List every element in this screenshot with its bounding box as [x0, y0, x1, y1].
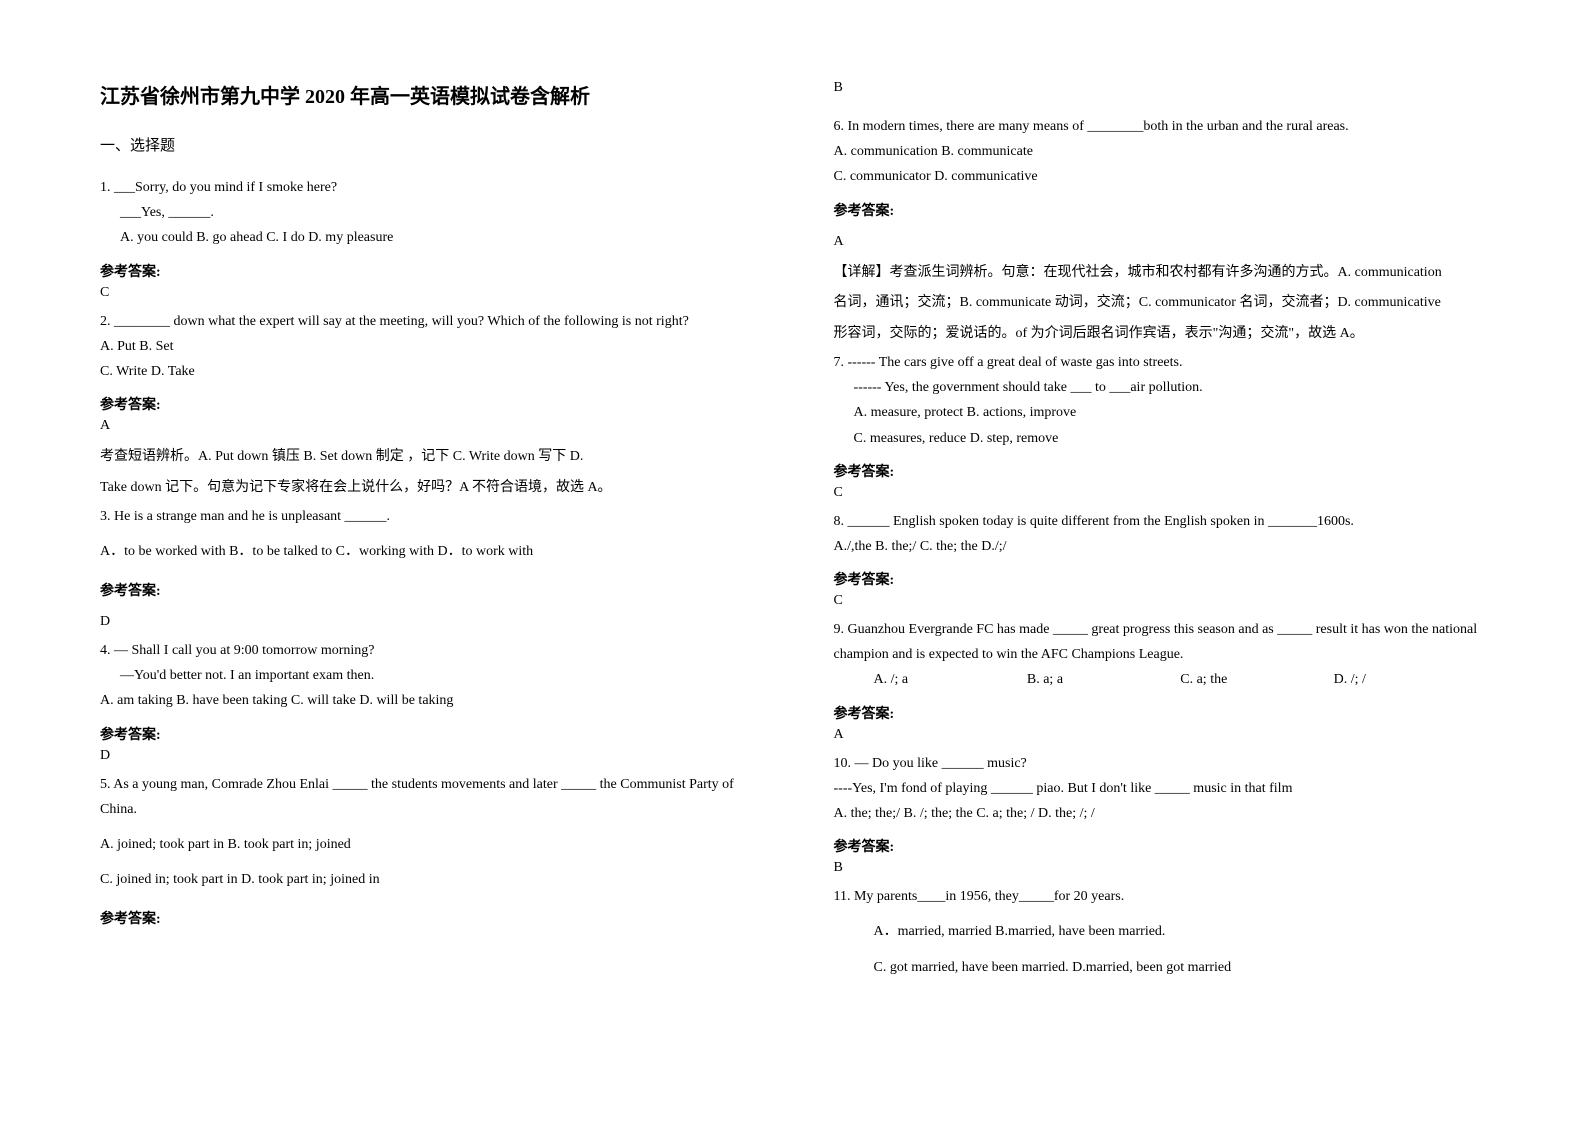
q5-text: 5. As a young man, Comrade Zhou Enlai __… [100, 772, 754, 822]
answer-label: 参考答案: [834, 200, 1488, 220]
q7-text: 7. ------ The cars give off a great deal… [834, 350, 1488, 375]
q9-answer: A [834, 727, 1488, 743]
q2-explanation2: Take down 记下。句意为记下专家将在会上说什么，好吗？A 不符合语境，故… [100, 473, 754, 504]
q10-line2: ----Yes, I'm fond of playing ______ piao… [834, 776, 1488, 801]
q3-answer: D [100, 614, 754, 630]
q1-line2: ___Yes, ______. [100, 200, 754, 225]
question-5: 5. As a young man, Comrade Zhou Enlai __… [100, 772, 754, 893]
q4-text: 4. — Shall I call you at 9:00 tomorrow m… [100, 638, 754, 663]
question-4: 4. — Shall I call you at 9:00 tomorrow m… [100, 638, 754, 714]
q2-options1: A. Put B. Set [100, 334, 754, 359]
q3-options: A．to be worked with B．to be talked to C．… [100, 539, 754, 564]
answer-label: 参考答案: [100, 261, 754, 281]
q3-text: 3. He is a strange man and he is unpleas… [100, 504, 754, 529]
q6-explanation2: 名词，通讯；交流；B. communicate 动词，交流；C. communi… [834, 288, 1488, 319]
question-9: 9. Guanzhou Evergrande FC has made _____… [834, 617, 1488, 693]
q10-options: A. the; the;/ B. /; the; the C. a; the; … [834, 801, 1488, 826]
q6-explanation1: 【详解】考查派生词辨析。句意：在现代社会，城市和农村都有许多沟通的方式。A. c… [834, 258, 1488, 289]
q1-text: 1. ___Sorry, do you mind if I smoke here… [100, 175, 754, 200]
q9-optA: A. /; a [874, 667, 1027, 692]
q7-line2: ------ Yes, the government should take _… [834, 375, 1488, 400]
right-column: B 6. In modern times, there are many mea… [834, 80, 1488, 1042]
q9-optC: C. a; the [1180, 667, 1333, 692]
q5-options2: C. joined in; took part in D. took part … [100, 867, 754, 892]
q10-answer: B [834, 860, 1488, 876]
question-6: 6. In modern times, there are many means… [834, 114, 1488, 190]
q8-answer: C [834, 593, 1488, 609]
answer-label: 参考答案: [100, 580, 754, 600]
question-8: 8. ______ English spoken today is quite … [834, 509, 1488, 559]
left-column: 江苏省徐州市第九中学 2020 年高一英语模拟试卷含解析 一、选择题 1. __… [100, 80, 754, 1042]
q5-options1: A. joined; took part in B. took part in;… [100, 832, 754, 857]
question-3: 3. He is a strange man and he is unpleas… [100, 504, 754, 564]
q8-text: 8. ______ English spoken today is quite … [834, 509, 1488, 534]
q9-options: A. /; a B. a; a C. a; the D. /; / [834, 667, 1488, 692]
question-7: 7. ------ The cars give off a great deal… [834, 350, 1488, 451]
question-11: 11. My parents____in 1956, they_____for … [834, 884, 1488, 980]
q9-text: 9. Guanzhou Evergrande FC has made _____… [834, 617, 1488, 667]
q10-text: 10. — Do you like ______ music? [834, 751, 1488, 776]
q4-line2: —You'd better not. I an important exam t… [100, 663, 754, 688]
q7-options1: A. measure, protect B. actions, improve [834, 400, 1488, 425]
q1-answer: C [100, 285, 754, 301]
answer-label: 参考答案: [100, 724, 754, 744]
q4-answer: D [100, 748, 754, 764]
q9-optD: D. /; / [1334, 667, 1487, 692]
section-header: 一、选择题 [100, 134, 754, 155]
q2-answer: A [100, 418, 754, 434]
q7-options2: C. measures, reduce D. step, remove [834, 426, 1488, 451]
q7-answer: C [834, 485, 1488, 501]
document-title: 江苏省徐州市第九中学 2020 年高一英语模拟试卷含解析 [100, 80, 754, 109]
q2-explanation1: 考查短语辨析。A. Put down 镇压 B. Set down 制定 ，记下… [100, 442, 754, 473]
q2-options2: C. Write D. Take [100, 359, 754, 384]
question-10: 10. — Do you like ______ music? ----Yes,… [834, 751, 1488, 827]
answer-label: 参考答案: [834, 569, 1488, 589]
q4-options: A. am taking B. have been taking C. will… [100, 688, 754, 713]
q2-text: 2. ________ down what the expert will sa… [100, 309, 754, 334]
q6-text: 6. In modern times, there are many means… [834, 114, 1488, 139]
question-1: 1. ___Sorry, do you mind if I smoke here… [100, 175, 754, 251]
q8-options: A./,the B. the;/ C. the; the D./;/ [834, 534, 1488, 559]
q6-answer: A [834, 234, 1488, 250]
q1-options: A. you could B. go ahead C. I do D. my p… [100, 225, 754, 250]
q6-options2: C. communicator D. communicative [834, 164, 1488, 189]
answer-label: 参考答案: [100, 394, 754, 414]
answer-label: 参考答案: [834, 703, 1488, 723]
q11-options1: A．married, married B.married, have been … [834, 919, 1488, 944]
q11-options2: C. got married, have been married. D.mar… [834, 955, 1488, 980]
q6-explanation3: 形容词，交际的；爱说话的。of 为介词后跟名词作宾语，表示"沟通；交流"，故选 … [834, 319, 1488, 350]
q11-text: 11. My parents____in 1956, they_____for … [834, 884, 1488, 909]
answer-label: 参考答案: [834, 461, 1488, 481]
answer-label: 参考答案: [100, 908, 754, 928]
q6-options1: A. communication B. communicate [834, 139, 1488, 164]
q9-optB: B. a; a [1027, 667, 1180, 692]
answer-label: 参考答案: [834, 836, 1488, 856]
q5-answer: B [834, 80, 1488, 96]
question-2: 2. ________ down what the expert will sa… [100, 309, 754, 385]
